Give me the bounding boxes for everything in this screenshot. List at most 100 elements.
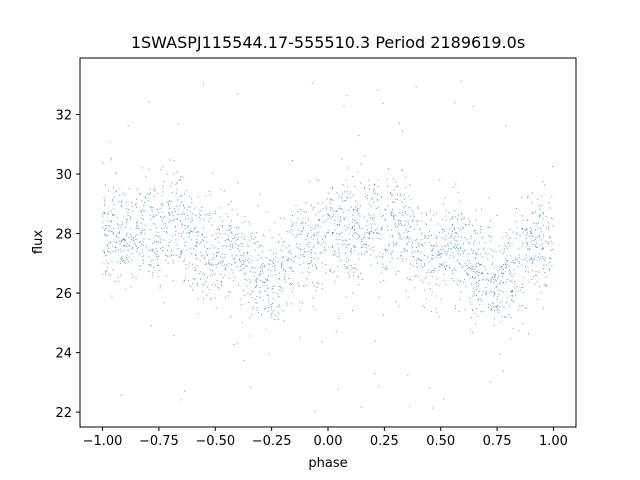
data-point: [204, 274, 206, 276]
data-point: [231, 240, 233, 242]
data-point: [160, 203, 162, 205]
data-point: [212, 245, 214, 247]
data-point: [136, 246, 138, 248]
data-point: [218, 207, 220, 209]
data-point: [480, 228, 482, 230]
data-point: [171, 235, 173, 237]
data-point: [272, 265, 274, 267]
data-point: [306, 244, 308, 246]
data-point: [188, 262, 190, 264]
data-point: [302, 302, 304, 304]
data-point: [387, 250, 389, 252]
data-point: [489, 240, 491, 242]
data-point: [140, 243, 142, 245]
data-point: [346, 196, 348, 198]
data-point: [342, 240, 344, 242]
data-point: [141, 230, 143, 232]
data-point: [466, 239, 468, 241]
data-point: [353, 233, 355, 235]
data-point: [232, 279, 234, 281]
data-point: [116, 235, 118, 237]
data-point: [400, 195, 402, 197]
data-point: [266, 287, 268, 289]
data-point: [411, 245, 413, 247]
data-point: [403, 194, 405, 196]
data-point: [422, 305, 424, 307]
data-point: [408, 223, 410, 225]
data-point: [417, 250, 419, 252]
data-point: [135, 228, 137, 230]
data-point: [541, 231, 543, 233]
data-point: [395, 273, 397, 275]
data-point: [353, 209, 355, 211]
data-point: [414, 228, 416, 230]
data-point: [127, 249, 129, 251]
data-point: [521, 286, 523, 288]
data-point: [458, 227, 459, 229]
data-point: [475, 252, 477, 254]
data-point: [124, 194, 126, 196]
data-point: [434, 270, 436, 272]
data-point: [524, 258, 526, 260]
data-point: [377, 206, 379, 208]
data-point: [399, 234, 401, 236]
data-point: [234, 235, 236, 237]
data-point: [501, 316, 503, 318]
data-point: [339, 205, 341, 207]
data-point: [314, 227, 316, 229]
data-point: [313, 235, 315, 237]
data-point: [489, 381, 491, 383]
data-point: [457, 218, 459, 220]
data-point: [220, 188, 222, 190]
data-point: [318, 219, 320, 221]
data-point: [391, 193, 393, 195]
x-tick-label: −0.50: [195, 434, 235, 449]
data-point: [545, 276, 547, 278]
data-point: [487, 283, 489, 285]
data-point: [262, 263, 264, 265]
data-point: [345, 266, 347, 268]
data-point: [331, 216, 333, 218]
data-point: [286, 231, 288, 233]
data-point: [211, 283, 213, 285]
data-point: [476, 281, 478, 283]
data-point: [436, 245, 438, 247]
data-point: [241, 233, 243, 235]
data-point: [388, 244, 390, 246]
data-point: [356, 209, 358, 211]
data-point: [455, 269, 457, 271]
data-point: [337, 224, 339, 226]
data-point: [108, 190, 110, 192]
data-point: [516, 259, 518, 261]
data-point: [494, 275, 496, 277]
data-point: [407, 374, 409, 376]
data-point: [302, 221, 304, 223]
data-point: [464, 262, 466, 264]
data-point: [502, 237, 504, 239]
data-point: [352, 310, 354, 312]
data-point: [231, 264, 233, 266]
data-point: [250, 255, 252, 257]
data-point: [112, 251, 114, 253]
data-point: [435, 308, 437, 310]
data-point: [253, 238, 255, 240]
data-point: [210, 263, 212, 265]
data-point: [299, 263, 301, 265]
data-point: [201, 210, 203, 212]
data-point: [392, 241, 394, 243]
data-point: [203, 236, 205, 238]
data-point: [231, 269, 233, 271]
data-point: [117, 261, 119, 263]
data-point: [500, 266, 502, 268]
data-point: [243, 359, 245, 361]
data-point: [326, 232, 328, 234]
data-point: [241, 264, 243, 266]
data-point: [511, 262, 513, 264]
data-point: [161, 211, 163, 213]
data-point: [452, 269, 454, 271]
data-point: [113, 203, 115, 205]
data-point: [206, 254, 208, 256]
data-point: [227, 235, 229, 237]
data-point: [464, 270, 466, 272]
data-point: [394, 224, 396, 226]
